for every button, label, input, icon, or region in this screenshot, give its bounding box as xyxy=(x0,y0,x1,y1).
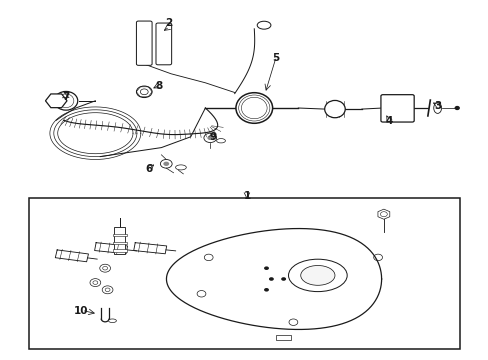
Text: 4: 4 xyxy=(384,116,392,126)
Circle shape xyxy=(207,136,213,140)
Circle shape xyxy=(163,162,169,166)
Ellipse shape xyxy=(257,21,270,29)
Ellipse shape xyxy=(108,319,116,323)
Ellipse shape xyxy=(300,265,334,285)
Ellipse shape xyxy=(58,94,74,108)
Bar xyxy=(113,234,126,237)
Text: 8: 8 xyxy=(155,81,162,91)
Text: 2: 2 xyxy=(165,18,172,28)
Text: 7: 7 xyxy=(62,92,70,102)
Text: 10: 10 xyxy=(73,306,88,316)
Bar xyxy=(113,249,126,252)
Bar xyxy=(113,242,126,244)
Text: 6: 6 xyxy=(145,164,152,174)
Ellipse shape xyxy=(235,93,272,123)
Bar xyxy=(29,198,459,349)
Circle shape xyxy=(454,107,458,109)
Ellipse shape xyxy=(288,259,346,292)
FancyBboxPatch shape xyxy=(136,21,152,65)
Ellipse shape xyxy=(241,97,266,119)
Circle shape xyxy=(281,277,285,281)
Ellipse shape xyxy=(433,103,441,113)
Ellipse shape xyxy=(324,100,345,118)
Ellipse shape xyxy=(238,95,269,121)
Circle shape xyxy=(264,288,268,292)
Ellipse shape xyxy=(54,91,78,110)
Text: 3: 3 xyxy=(433,101,440,111)
Text: 1: 1 xyxy=(243,191,250,201)
Text: 9: 9 xyxy=(209,132,216,142)
FancyBboxPatch shape xyxy=(380,95,413,122)
Bar xyxy=(114,227,125,254)
Ellipse shape xyxy=(175,165,186,170)
FancyBboxPatch shape xyxy=(156,23,171,65)
Bar xyxy=(276,335,290,340)
Text: 5: 5 xyxy=(272,53,279,63)
Circle shape xyxy=(268,277,273,281)
Circle shape xyxy=(264,266,268,270)
Ellipse shape xyxy=(216,139,225,143)
